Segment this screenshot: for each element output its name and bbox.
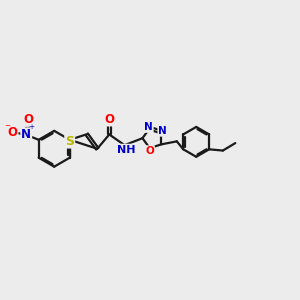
Text: N: N	[21, 128, 31, 141]
Text: NH: NH	[117, 145, 135, 154]
Text: O: O	[145, 146, 154, 156]
Text: O: O	[8, 126, 18, 139]
Text: $^+$: $^+$	[27, 124, 36, 134]
Text: N: N	[158, 126, 167, 136]
Text: O: O	[104, 112, 114, 125]
Text: O: O	[24, 113, 34, 126]
Text: $^-$: $^-$	[3, 124, 12, 134]
Text: S: S	[65, 134, 74, 148]
Text: N: N	[144, 122, 153, 132]
